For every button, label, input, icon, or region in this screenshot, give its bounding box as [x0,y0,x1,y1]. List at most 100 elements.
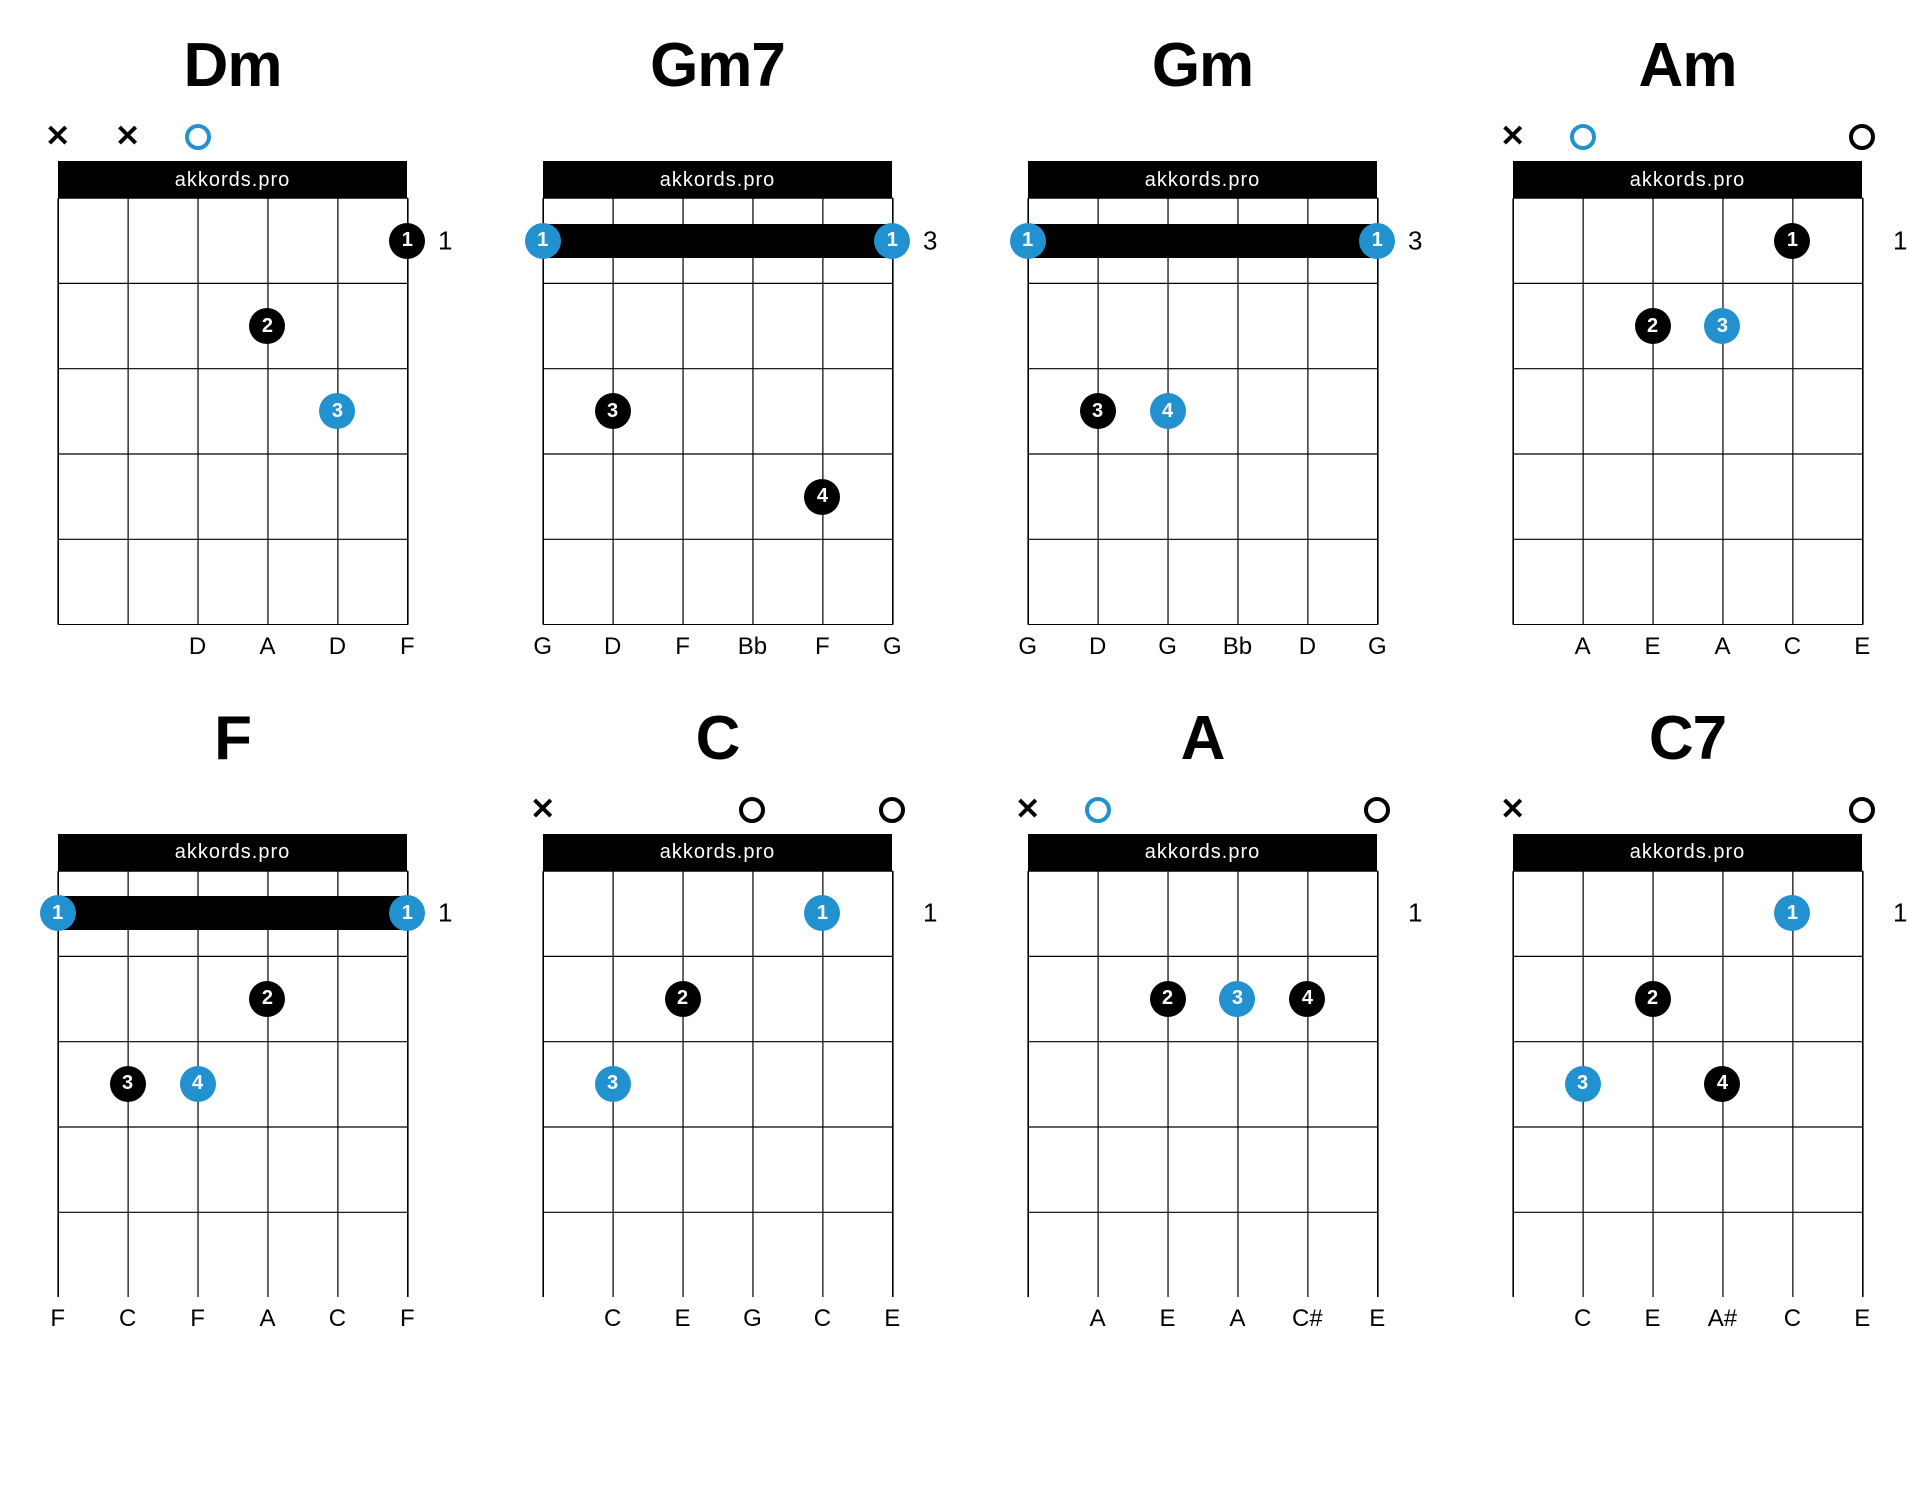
fretboard-grid [1498,161,1878,625]
finger-dot: 4 [1704,1066,1740,1102]
nut-markers: ✕ [1498,792,1878,828]
finger-dot: 1 [389,223,425,259]
open-marker [1849,124,1875,150]
note-labels: GDFBbFG [528,633,908,663]
finger-dot: 3 [319,393,355,429]
note-labels: AEACE [1498,633,1878,663]
note-labels: AEAC#E [1013,1305,1393,1335]
watermark: akkords.pro [58,834,408,871]
barre [58,896,408,930]
note-label: E [1854,633,1870,661]
note-label: A [1575,633,1591,661]
finger-dot: 2 [249,981,285,1017]
note-label: E [1854,1305,1870,1333]
finger-dot: 3 [1565,1066,1601,1102]
nut-markers: ✕ [528,792,908,828]
chord-diagram: ✕akkords.pro1231AEACE [1498,119,1878,663]
note-label: A [1714,633,1730,661]
note-label: D [329,633,346,661]
fret-position-label: 1 [923,898,937,929]
note-label: F [50,1305,65,1333]
watermark: akkords.pro [543,834,893,871]
finger-dot: 1 [1774,223,1810,259]
barre-dot: 1 [1010,223,1046,259]
chord-diagram: akkords.pro11343GDGBbDG [1013,119,1393,663]
finger-dot: 2 [1635,981,1671,1017]
fretboard-grid [528,834,908,1298]
barre-dot: 1 [389,895,425,931]
finger-dot: 4 [1289,981,1325,1017]
fretboard-grid [43,161,423,625]
note-labels: CEA#CE [1498,1305,1878,1335]
mute-marker: ✕ [1500,122,1525,152]
note-label: F [675,633,690,661]
finger-dot: 4 [804,479,840,515]
chord-gm: Gmakkords.pro11343GDGBbDG [990,30,1415,663]
barre [543,224,893,258]
fret-position-label: 1 [1893,225,1907,256]
note-label: G [1158,633,1177,661]
fret-position-label: 1 [438,898,452,929]
finger-dot: 4 [1150,393,1186,429]
fretboard-grid [1498,834,1878,1298]
note-label: Bb [738,633,767,661]
chord-grid: Dm✕✕akkords.pro1231DADFGm7akkords.pro113… [20,30,1900,1335]
watermark: akkords.pro [1028,161,1378,198]
mute-marker: ✕ [115,122,140,152]
chord-name: F [214,703,251,774]
mute-marker: ✕ [1500,795,1525,825]
note-label: A [259,633,275,661]
note-label: F [400,1305,415,1333]
nut-markers [1013,119,1393,155]
chord-gm7: Gm7akkords.pro11343GDFBbFG [505,30,930,663]
chord-name: Gm7 [650,30,785,101]
note-label: C [329,1305,346,1333]
open-marker [185,124,211,150]
fretboard-grid [1013,834,1393,1298]
finger-dot: 4 [180,1066,216,1102]
chord-name: Am [1639,30,1737,101]
finger-dot: 2 [665,981,701,1017]
watermark: akkords.pro [1513,161,1863,198]
note-label: E [675,1305,691,1333]
finger-dot: 1 [804,895,840,931]
fretboard: akkords.pro112341 [43,834,423,1298]
note-label: E [884,1305,900,1333]
chord-f: Fakkords.pro112341FCFACF [20,703,445,1336]
chord-name: A [1181,703,1225,774]
note-labels: FCFACF [43,1305,423,1335]
note-labels: CEGCE [528,1305,908,1335]
open-marker [1364,797,1390,823]
fretboard: akkords.pro11343 [528,161,908,625]
finger-dot: 3 [1219,981,1255,1017]
note-label: C [119,1305,136,1333]
note-label: G [743,1305,762,1333]
note-label: D [1089,633,1106,661]
fretboard: akkords.pro1231 [43,161,423,625]
open-marker [1570,124,1596,150]
note-label: E [1160,1305,1176,1333]
nut-markers [528,119,908,155]
barre-dot: 1 [1359,223,1395,259]
note-label: E [1369,1305,1385,1333]
fretboard: akkords.pro1231 [528,834,908,1298]
fret-position-label: 1 [1408,898,1422,929]
chord-dm: Dm✕✕akkords.pro1231DADF [20,30,445,663]
nut-markers: ✕ [1013,792,1393,828]
barre-dot: 1 [525,223,561,259]
fret-position-label: 3 [923,225,937,256]
barre-dot: 1 [40,895,76,931]
barre-dot: 1 [874,223,910,259]
note-label: G [1018,633,1037,661]
finger-dot: 3 [1704,308,1740,344]
watermark: akkords.pro [543,161,893,198]
fret-position-label: 3 [1408,225,1422,256]
note-label: A [259,1305,275,1333]
chord-diagram: ✕✕akkords.pro1231DADF [43,119,423,663]
note-label: C [1784,633,1801,661]
mute-marker: ✕ [45,122,70,152]
note-label: F [190,1305,205,1333]
chord-name: Dm [184,30,282,101]
open-marker [739,797,765,823]
note-label: Bb [1223,633,1252,661]
